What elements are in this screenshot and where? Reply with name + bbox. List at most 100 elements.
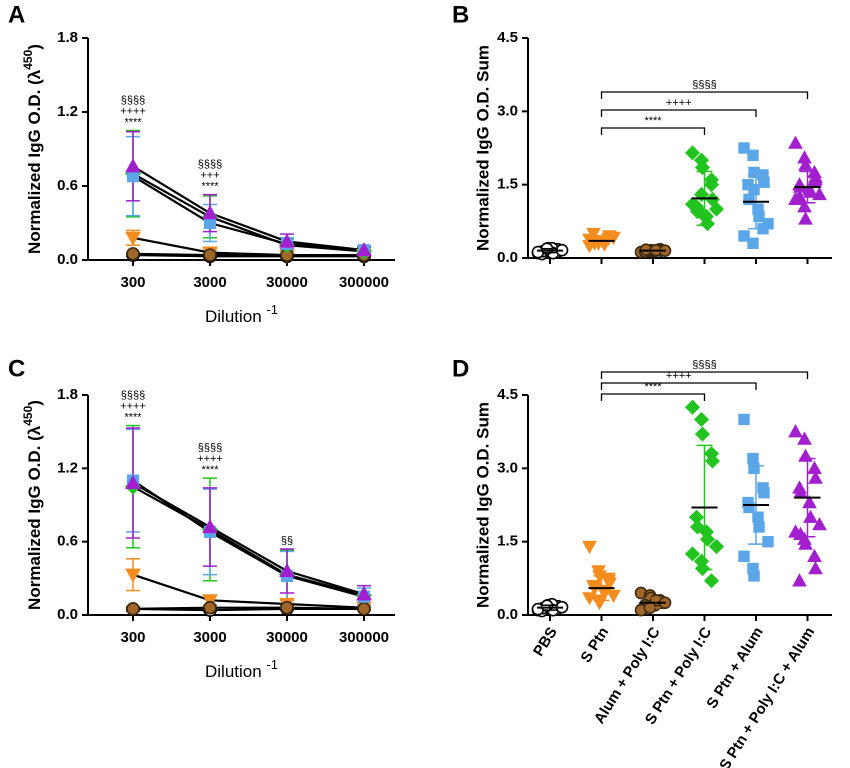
series-line	[132, 479, 365, 598]
panel-label: D	[452, 355, 469, 382]
x-label-part: Dilution	[205, 307, 266, 326]
bracket	[600, 127, 706, 135]
y-tick-label: 1.2	[57, 103, 78, 120]
y-label-part: )	[25, 400, 44, 406]
series-line	[132, 175, 365, 252]
marker	[125, 231, 141, 246]
x-label-sup: -1	[266, 302, 278, 317]
marker	[280, 600, 294, 615]
marker	[357, 602, 371, 616]
x-tick-label: 3000	[193, 274, 226, 291]
marker	[808, 169, 823, 184]
x-label-sup: -1	[266, 657, 278, 672]
bracket	[600, 109, 757, 117]
marker	[748, 462, 760, 475]
marker	[743, 193, 755, 206]
y-tick-label: 4.5	[497, 29, 518, 46]
x-tick-label: 300000	[339, 274, 389, 291]
marker	[693, 411, 710, 427]
marker	[762, 535, 774, 548]
annotation: ++++	[120, 105, 146, 117]
marker	[202, 205, 218, 220]
annotation: §§§§	[121, 94, 145, 106]
marker	[279, 233, 295, 248]
marker	[788, 424, 803, 438]
bracket-label: ++++	[666, 97, 692, 109]
bracket	[600, 371, 809, 379]
marker	[808, 470, 823, 484]
marker	[202, 518, 218, 534]
y-tick-label: 3.0	[497, 459, 518, 476]
marker	[279, 562, 295, 578]
y-label-part: Normalized IgG O.D. (λ	[25, 69, 44, 254]
x-tick-label: 30000	[266, 274, 308, 291]
marker	[684, 145, 701, 161]
x-tick-label: S Ptn	[578, 624, 613, 666]
y-label-part: )	[25, 44, 44, 50]
marker	[684, 196, 701, 212]
y-tick-label: 4.5	[497, 386, 518, 403]
bracket	[600, 393, 706, 401]
marker	[758, 176, 770, 188]
x-tick-label: 300	[120, 274, 145, 291]
marker	[747, 452, 759, 465]
y-label-sup: 450	[21, 49, 35, 69]
y-tick-label: 0.6	[57, 177, 78, 194]
marker	[797, 199, 812, 213]
marker	[738, 230, 750, 242]
marker	[703, 172, 720, 188]
marker	[203, 248, 217, 262]
y-axis-label: Normalized IgG O.D. (λ450)	[21, 44, 44, 254]
x-tick-label: 300	[120, 629, 145, 646]
marker	[708, 539, 725, 555]
bracket	[600, 91, 809, 99]
series-line	[132, 253, 364, 258]
marker	[812, 186, 827, 201]
marker	[356, 586, 372, 601]
marker	[758, 487, 770, 499]
y-tick-label: 1.5	[497, 533, 518, 550]
marker	[582, 540, 597, 555]
x-axis-label: Dilution -1	[205, 302, 278, 327]
marker	[125, 474, 141, 490]
y-tick-label: 1.5	[497, 176, 518, 193]
marker	[752, 511, 764, 523]
marker	[694, 561, 711, 577]
marker	[753, 210, 765, 223]
y-tick-label: 0.6	[57, 533, 78, 550]
marker	[753, 521, 765, 533]
x-tick-label: 30000	[266, 629, 308, 646]
marker	[606, 589, 621, 603]
marker	[738, 142, 750, 154]
panel-label: A	[8, 1, 25, 28]
marker	[798, 536, 813, 550]
series-line	[132, 252, 364, 257]
marker	[812, 517, 827, 531]
y-tick-label: 3.0	[497, 102, 518, 119]
bracket-label: ****	[644, 115, 662, 127]
annotation: ****	[201, 464, 219, 476]
series-line	[132, 482, 365, 596]
series-line	[132, 172, 365, 253]
x-tick-label: S Ptn + Poly I:C + Alum	[716, 624, 818, 768]
marker	[592, 597, 607, 611]
annotation: +++	[200, 170, 219, 182]
marker	[748, 183, 760, 196]
annotation: §§§§	[198, 442, 222, 454]
marker	[798, 448, 813, 462]
bracket	[600, 382, 757, 390]
marker	[798, 157, 813, 171]
marker	[807, 548, 822, 563]
marker	[738, 413, 750, 426]
marker	[788, 135, 803, 149]
marker	[703, 573, 720, 589]
marker	[125, 158, 141, 173]
y-tick-label: 1.2	[57, 459, 78, 476]
marker	[704, 453, 721, 469]
marker	[356, 242, 372, 257]
annotation: §§§§	[121, 389, 145, 401]
y-axis-label: Normalized IgG O.D. (λ450)	[21, 400, 44, 610]
marker	[126, 247, 140, 261]
annotation: ++++	[120, 400, 146, 412]
